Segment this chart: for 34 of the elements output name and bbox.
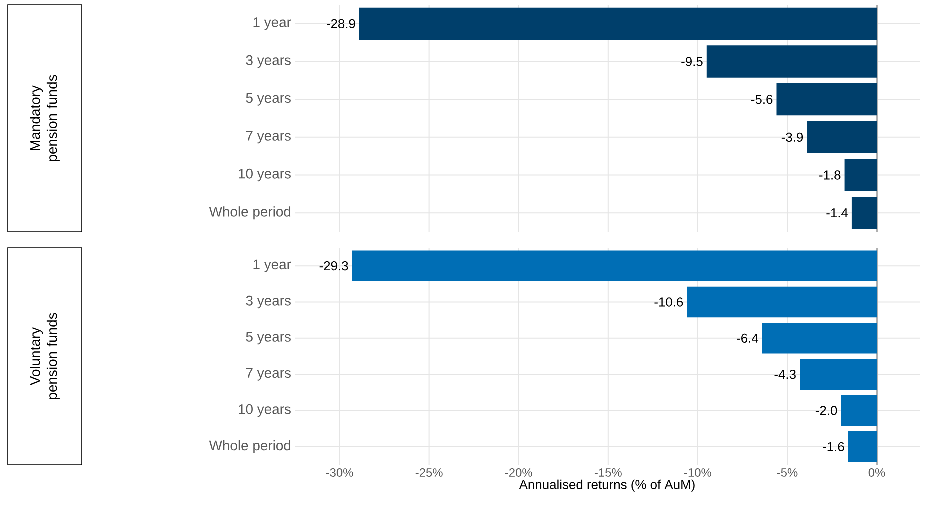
y-axis-title: Mandatory pension funds [30,75,60,162]
y-tick-label: Whole period [209,440,291,454]
data-label: -9.5 [682,57,703,66]
y-tick-label: 10 years [239,404,291,418]
y-tick-label: 1 year [254,18,292,30]
data-label: -3.9 [782,132,804,142]
data-label: -1.8 [820,170,841,180]
data-label: -6.4 [737,334,759,343]
y-tick-label: 7 years [246,131,291,144]
x-tick-label: -30% [326,468,354,477]
x-tick-label: -25% [416,468,443,477]
data-label: -28.9 [327,19,356,28]
y-tick-label: 3 years [246,296,291,309]
data-label: -1.6 [823,442,844,452]
y-axis-title: Voluntary pension funds [30,313,60,400]
y-tick-label: 3 years [246,55,291,68]
y-tick-label: 1 year [254,260,292,272]
y-tick-label: 7 years [246,368,291,381]
y-tick-label: 5 years [246,93,291,106]
data-label: -2.0 [816,406,838,416]
data-label: -29.3 [320,261,348,271]
x-tick-label: -20% [505,468,532,477]
y-tick-label: 5 years [246,332,291,345]
x-axis-title: Annualised returns (% of AuM) [519,480,695,492]
data-label: -1.4 [826,208,848,218]
x-tick-label: -10% [684,468,712,477]
data-label: -5.6 [751,94,773,104]
x-tick-label: -15% [594,468,622,477]
x-tick-label: -5% [777,468,798,477]
x-tick-label: 0% [868,468,886,477]
y-tick-label: 10 years [239,168,291,182]
data-label: -4.3 [774,370,796,380]
y-tick-label: Whole period [209,206,291,220]
data-label: -10.6 [654,298,684,307]
